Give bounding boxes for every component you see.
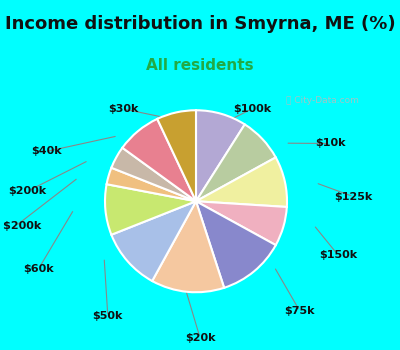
Text: $60k: $60k	[24, 264, 54, 273]
Text: $200k: $200k	[8, 187, 46, 196]
Text: $75k: $75k	[284, 306, 315, 316]
Wedge shape	[157, 110, 196, 201]
Text: Income distribution in Smyrna, ME (%): Income distribution in Smyrna, ME (%)	[5, 15, 395, 33]
Text: $10k: $10k	[315, 139, 346, 148]
Wedge shape	[196, 124, 276, 201]
Wedge shape	[196, 201, 276, 288]
Text: > $200k: > $200k	[0, 221, 41, 231]
Text: ⓘ City-Data.com: ⓘ City-Data.com	[286, 96, 359, 105]
Text: All residents: All residents	[146, 58, 254, 73]
Wedge shape	[196, 110, 245, 201]
Wedge shape	[152, 201, 224, 292]
Wedge shape	[107, 168, 196, 201]
Text: $50k: $50k	[93, 312, 123, 321]
Wedge shape	[196, 201, 287, 245]
Wedge shape	[105, 184, 196, 235]
Wedge shape	[111, 148, 196, 201]
Text: $150k: $150k	[319, 250, 357, 260]
Text: $100k: $100k	[233, 104, 271, 114]
Wedge shape	[196, 158, 287, 207]
Wedge shape	[111, 201, 196, 281]
Text: $125k: $125k	[334, 192, 373, 202]
Text: $20k: $20k	[185, 333, 215, 343]
Text: $40k: $40k	[31, 147, 62, 156]
Wedge shape	[122, 119, 196, 201]
Text: $30k: $30k	[108, 104, 138, 114]
